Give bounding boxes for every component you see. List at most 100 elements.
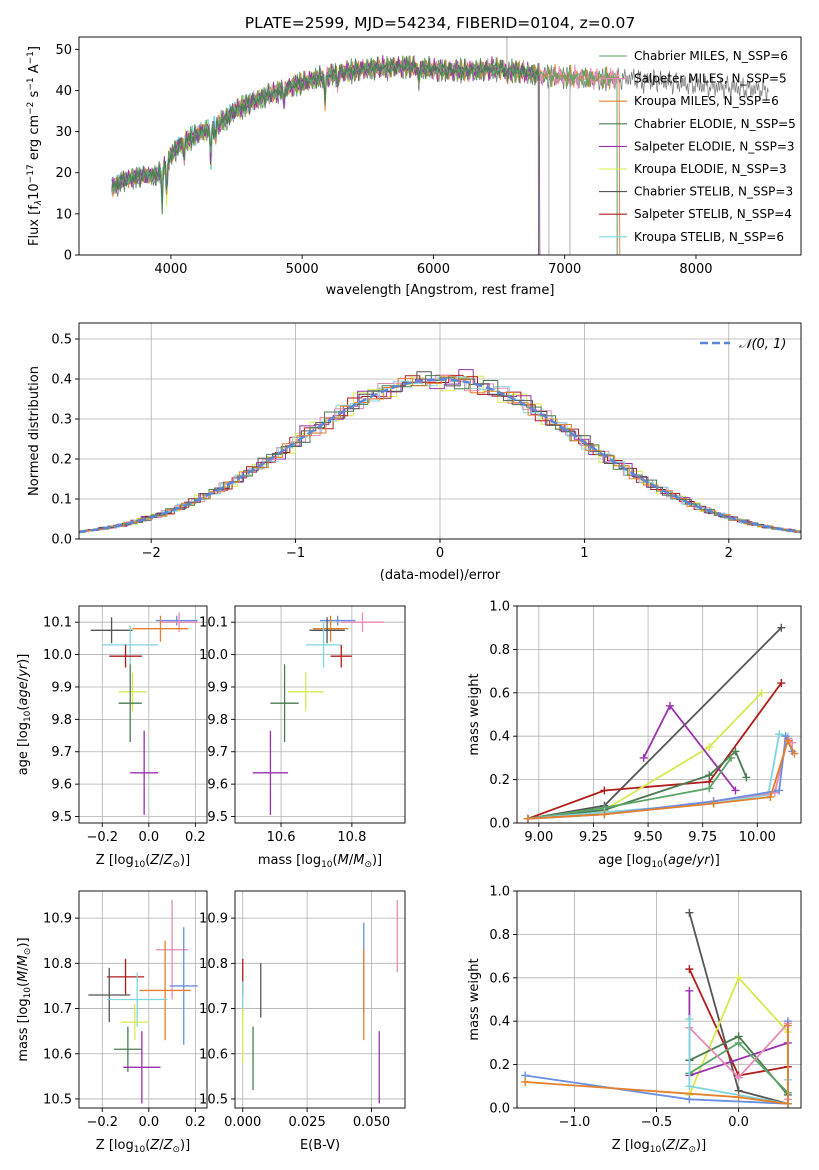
legend-label: Salpeter STELIB, N_SSP=4 [634, 207, 792, 221]
mass-weight-marker [685, 908, 694, 917]
x-axis-label: wavelength [Angstrom, rest frame] [326, 283, 555, 298]
y-axis-label-part: s [27, 90, 42, 101]
chart-title: PLATE=2599, MJD=54234, FIBERID=0104, z=0… [245, 14, 635, 32]
mass-weight-marker [665, 701, 674, 710]
x-axis-label: age [log10(age/yr)] [598, 853, 720, 870]
legend-label: 𝒩(0, 1) [739, 337, 786, 352]
mass-weight-marker [731, 747, 740, 756]
y-axis-label-part: ] [27, 46, 42, 51]
y-tick-label: 10.7 [43, 1002, 72, 1017]
mass-weight-line [527, 757, 732, 820]
x-axis-label-part: / [692, 853, 697, 868]
gaussian-curve [79, 378, 801, 534]
y-tick-label: 10.9 [199, 912, 228, 927]
y-axis-label-part: 10 [23, 987, 33, 999]
x-axis-label-part: ( [145, 853, 150, 868]
x-tick-label: 0.050 [353, 1115, 390, 1130]
mass-weight-marker [734, 1093, 743, 1102]
y-axis-label-part: −17 [26, 164, 36, 183]
x-axis-label-part: log [301, 853, 321, 868]
x-axis-label-part: M [353, 853, 364, 868]
y-axis-label-part: 10 [27, 183, 42, 200]
y-tick-label: 9.8 [51, 713, 72, 728]
y-tick-label: 30 [55, 125, 72, 140]
x-tick-label: 0.0 [138, 830, 159, 845]
y-tick-label: 0.8 [489, 643, 510, 658]
x-axis-label-part: 10 [321, 860, 333, 870]
x-axis-label-part: )] [180, 1138, 190, 1153]
plot-area [79, 369, 801, 534]
y-tick-label: 0.6 [489, 971, 510, 986]
x-tick-label: −2 [142, 546, 161, 561]
y-axis-label-part: M [16, 971, 31, 982]
y-tick-label: 0.2 [51, 453, 72, 468]
mass-weight-marker [600, 810, 609, 819]
legend-label: Chabrier MILES, N_SSP=6 [634, 49, 788, 63]
y-tick-label: 0.0 [489, 817, 510, 832]
axes-frame [234, 890, 406, 1109]
y-tick-label: 0.4 [489, 730, 510, 745]
x-axis-label-part: ⊙ [172, 1145, 180, 1155]
panel-7: 0.000 0.025 0.050 10.5 10.6 10.7 10.8 10.9 E(B-V… [199, 890, 406, 1153]
x-tick-label: 9.25 [579, 830, 608, 845]
y-tick-label: 10.7 [199, 1002, 228, 1017]
y-tick-label: 10 [55, 207, 72, 222]
histogram-series [79, 374, 801, 533]
y-axis-label-part: age [16, 681, 31, 705]
mass-weight-marker [685, 986, 694, 995]
legend-label: Chabrier STELIB, N_SSP=3 [634, 185, 793, 199]
x-axis-label: (data-model)/error [380, 568, 501, 583]
mass-weight-marker [705, 784, 714, 793]
x-axis-label-part: ( [145, 1138, 150, 1153]
x-axis-label-part: Z [679, 1138, 690, 1153]
x-axis-label-part: 10 [651, 860, 663, 870]
x-axis-label-part: / [349, 853, 354, 868]
y-axis-label-part: ( [16, 982, 31, 987]
x-tick-label: 9.00 [524, 830, 553, 845]
x-tick-label: 0 [436, 546, 444, 561]
plot-area [252, 612, 384, 815]
y-axis-label-part: ⊙ [23, 948, 33, 956]
mass-weight-marker [783, 1099, 792, 1108]
y-axis-label-part: ( [16, 706, 31, 711]
x-tick-label: 10.6 [267, 830, 296, 845]
mass-weight-line [527, 627, 782, 820]
mass-weight-marker [734, 973, 743, 982]
y-axis-label-part: mass [ [16, 1018, 31, 1061]
y-axis-label: mass weight [467, 673, 482, 755]
x-axis-label-part: )] [710, 853, 720, 868]
y-axis-label-part: λ [34, 200, 44, 206]
model-spectrum [111, 55, 618, 255]
x-tick-label: 10.00 [739, 830, 776, 845]
mass-weight-marker [709, 799, 718, 808]
y-tick-label: 0 [64, 249, 72, 264]
mass-weight-marker [685, 965, 694, 974]
y-tick-label: 10.1 [199, 616, 228, 631]
mass-weight-marker [523, 814, 532, 823]
mass-weight-marker [781, 732, 790, 741]
panel-5: 9.00 9.25 9.50 9.75 10.00 0.0 0.2 0.4 0.6 0.8 1.0 m… [467, 600, 802, 870]
mass-weight-marker [775, 730, 784, 739]
y-axis-label: mass weight [467, 958, 482, 1040]
mass-weight-marker [685, 1082, 694, 1091]
model-spectrum [111, 55, 539, 255]
x-axis-label-part: Z [149, 1138, 160, 1153]
y-tick-label: 0.4 [489, 1015, 510, 1030]
y-tick-label: 10.6 [199, 1047, 228, 1062]
y-axis-label: mass [log10(M/M⊙)] [16, 937, 33, 1061]
y-tick-label: 0.0 [489, 1102, 510, 1117]
x-axis-label-part: 10 [134, 1145, 146, 1155]
mass-weight-marker [734, 1038, 743, 1047]
x-axis-label-part: log [630, 1138, 650, 1153]
plot-area [88, 900, 198, 1104]
y-tick-label: 10.6 [43, 1047, 72, 1062]
x-tick-label: 7000 [548, 262, 581, 277]
x-axis-label-part: log [114, 853, 134, 868]
y-axis-label: age [log10(age/yr)] [16, 654, 33, 776]
mass-weight-marker [742, 773, 751, 782]
x-axis-label-part: 10 [650, 1145, 662, 1155]
y-tick-label: 0.5 [51, 333, 72, 348]
mass-weight-line [527, 682, 783, 820]
axes-frame [78, 36, 802, 256]
y-tick-label: 10.0 [199, 648, 228, 663]
